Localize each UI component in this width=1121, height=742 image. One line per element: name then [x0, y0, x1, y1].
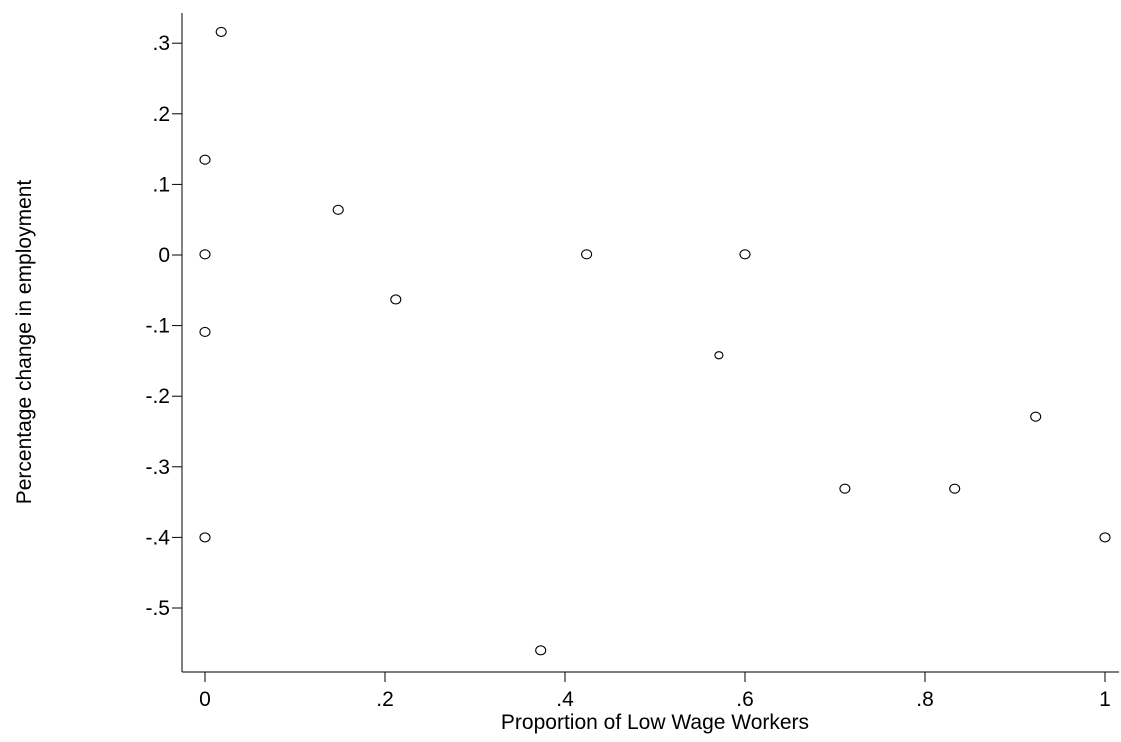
x-ticks: 0 .2 .4 .6 .8 1: [199, 672, 1111, 711]
data-point: [199, 249, 211, 260]
data-point: [535, 645, 547, 656]
data-point: [215, 26, 227, 37]
data-point: [1099, 532, 1111, 543]
data-points: [199, 26, 1111, 656]
y-tick-label: 0: [158, 244, 170, 267]
data-point: [332, 204, 344, 215]
data-point: [581, 249, 593, 260]
axes: [181, 13, 1119, 673]
y-tick-label: -.3: [145, 456, 170, 479]
y-tick-label: -.1: [145, 315, 170, 338]
x-tick-label: .2: [376, 688, 394, 711]
y-axis-title: Percentage change in employment: [13, 180, 36, 505]
data-point: [949, 483, 961, 494]
x-tick-label: .8: [916, 688, 934, 711]
data-point: [839, 483, 851, 494]
data-point: [199, 154, 211, 165]
data-point: [390, 294, 402, 305]
y-tick-label: .3: [152, 32, 170, 55]
x-tick-label: 0: [199, 688, 211, 711]
y-tick-label: .2: [152, 103, 170, 126]
data-point: [199, 532, 211, 543]
x-tick-label: 1: [1099, 688, 1111, 711]
data-point: [739, 249, 751, 260]
data-point: [714, 351, 724, 360]
y-ticks: .3 .2 .1 0 -.1 -.2 -.3 -.4 -.5: [145, 32, 182, 620]
x-tick-label: .6: [736, 688, 754, 711]
y-tick-label: -.5: [145, 597, 170, 620]
data-point: [199, 326, 211, 338]
x-tick-label: .4: [556, 688, 574, 711]
y-tick-label: -.4: [145, 526, 170, 549]
y-tick-label: .1: [152, 173, 170, 196]
data-point: [1030, 411, 1042, 422]
y-tick-label: -.2: [145, 385, 170, 408]
x-axis-title: Proportion of Low Wage Workers: [501, 711, 809, 734]
